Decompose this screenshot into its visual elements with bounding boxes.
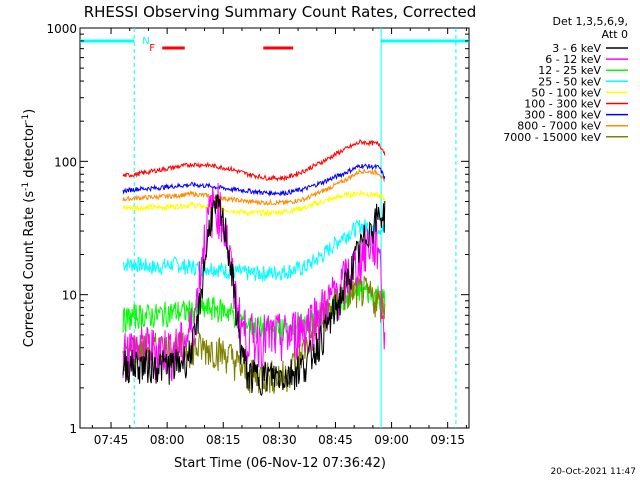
x-tick-label-5: 09:00 [374,433,409,447]
legend-label-4: 50 - 100 keV [531,86,601,99]
x-axis-label: Start Time (06-Nov-12 07:36:42) [174,456,386,471]
legend-label-1: 6 - 12 keV [545,53,601,66]
legend-label-5: 100 - 300 keV [524,98,601,111]
plot-frame [79,27,470,429]
night-label: N [142,36,149,47]
x-tick-label-2: 08:15 [206,433,241,447]
series-layer [122,139,386,397]
y-tick-label-1: 10 [62,289,77,303]
legend-header-line-2: Att 0 [602,28,628,41]
chart-title: RHESSI Observing Summary Count Rates, Co… [84,3,477,21]
y-tick-label-0: 1 [69,422,77,436]
series-line-3 [122,218,386,282]
series-line-0 [122,194,386,397]
timestamp: 20-Oct-2021 11:47 [551,467,636,477]
legend-label-0: 3 - 6 keV [552,42,601,55]
x-tick-label-4: 08:45 [318,433,353,447]
flare-label: F [149,43,155,54]
y-label-end: ) [22,109,37,114]
legend-label-8: 7000 - 15000 keV [503,131,601,144]
y-axis-label: Corrected Count Rate (s-1 detector-1) [21,109,37,347]
legend-label-2: 12 - 25 keV [538,64,601,77]
y-label-sup1: -1 [21,182,31,191]
y-tick-label-2: 100 [54,155,77,169]
y-label-main: Corrected Count Rate (s [22,191,37,348]
y-label-sup2: -1 [21,114,31,123]
x-tick-label-0: 07:45 [94,433,129,447]
x-tick-label-1: 08:00 [150,433,185,447]
series-line-4 [122,189,386,218]
y-tick-label-3: 1000 [46,22,77,36]
x-tick-label-6: 09:15 [430,433,465,447]
legend-label-3: 25 - 50 keV [538,75,601,88]
axis-layer: 07:45 08:00 08:15 08:30 08:45 09:00 09:15 1 10 10… [46,22,469,447]
legend-header-line-1: Det 1,3,5,6,9, [552,15,628,28]
series-line-6 [122,163,386,197]
annotation-layer: NF [80,28,469,428]
series-line-7 [122,168,386,206]
x-tick-label-3: 08:30 [262,433,297,447]
series-line-5 [122,139,386,182]
legend-label-6: 300 - 800 keV [524,109,601,122]
legend-label-7: 800 - 7000 keV [517,120,601,133]
y-label-mid: detector [22,122,37,182]
